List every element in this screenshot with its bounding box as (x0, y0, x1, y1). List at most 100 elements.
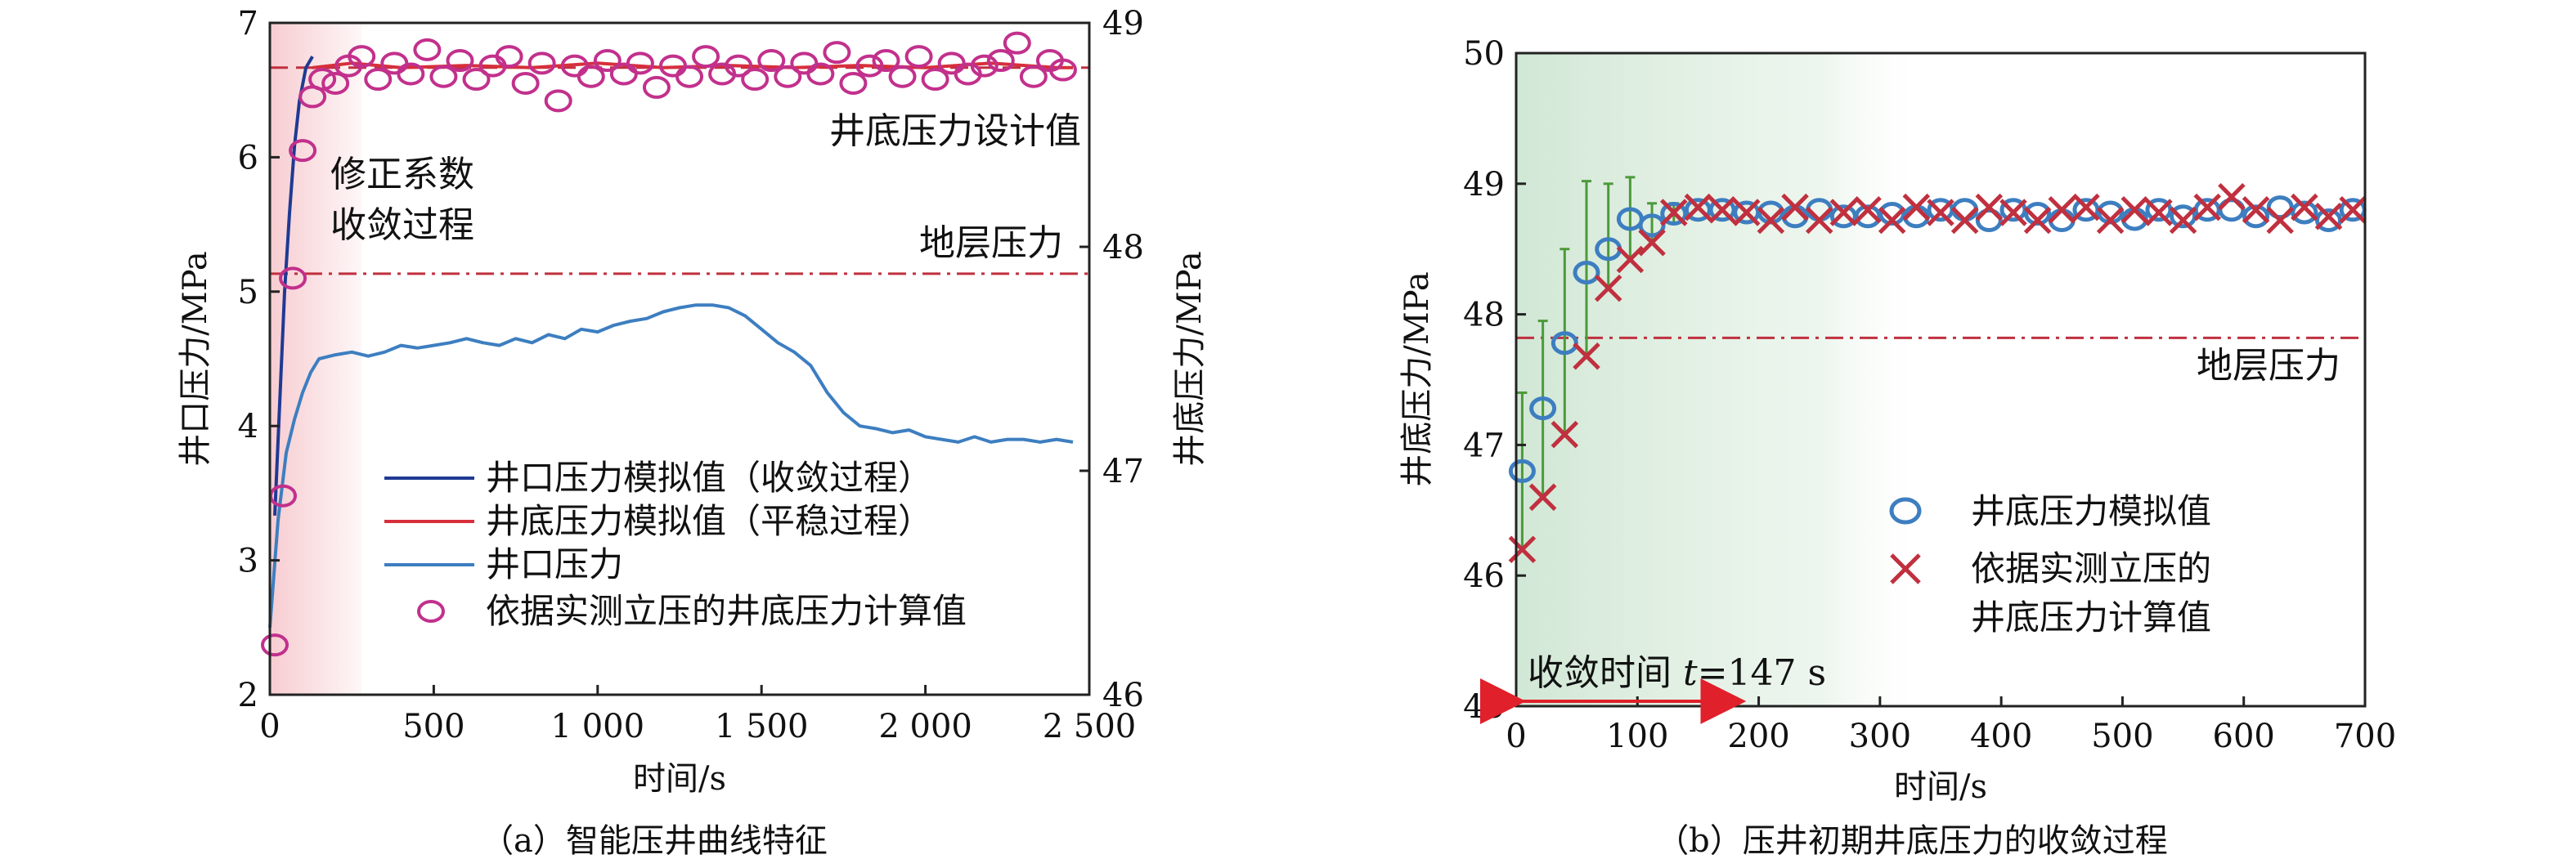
chart-b-y-tick-label: 47 (1463, 427, 1505, 464)
chart-b-y-tick-label: 45 (1463, 688, 1505, 726)
chart-a-series-4-point (397, 62, 425, 86)
chart-b-series-1-point (1573, 260, 1600, 284)
chart-a-series-4-point (774, 65, 802, 88)
chart-a-annotation-convergence-1: 修正系数 (330, 154, 474, 195)
chart-a-series-4-point (675, 65, 704, 88)
chart-a-series-4-point (692, 45, 720, 69)
chart-b-series-1-point (1660, 202, 1688, 226)
chart-b-caption: （b）压井初期井底压力的收敛过程 (1656, 822, 2168, 860)
chart-a-annotation-formation-pressure: 地层压力 (919, 222, 1063, 264)
chart-a-x-tick-label: 0 (259, 708, 280, 745)
legend-a-label-2: 井底压力模拟值（平稳过程） (486, 501, 932, 541)
chart-b-x-tick-label: 100 (1606, 718, 1668, 755)
chart-a-series-4-point (888, 65, 917, 88)
chart-a-y-tick-label-right: 48 (1102, 229, 1144, 266)
chart-b-series-1-point (2170, 204, 2197, 229)
chart-a-series-4-point (839, 71, 868, 95)
chart-a-series-4-point (872, 49, 900, 73)
chart-a-legend: 井口压力模拟值（收敛过程） 井底压力模拟值（平稳过程） 井口压力 依据实测立压的… (384, 458, 967, 631)
chart-a-series-4-point (511, 71, 540, 95)
chart-a-series-4-point (1019, 65, 1048, 88)
chart-b: 0 100 200 300 400 500 600 700 45 46 47 48 49 50 收敛时间… (1398, 35, 2396, 860)
chart-b-series-2-point (1757, 206, 1785, 235)
legend-b-label-1: 井底压力模拟值 (1971, 491, 2211, 531)
chart-b-series-2-point (1528, 483, 1557, 512)
chart-a-series-4-point (380, 51, 409, 75)
legend-a-label-1: 井口压力模拟值（收敛过程） (486, 458, 932, 498)
chart-a-y-tick-label-left: 3 (238, 543, 258, 580)
chart-a-x-tick-label: 2 500 (1043, 708, 1137, 745)
chart-b-series-1-point (1529, 396, 1557, 421)
chart-b-series-2-point (2096, 206, 2125, 235)
legend-b-label-2a: 依据实测立压的 (1971, 548, 2211, 588)
chart-b-series-2-point (1999, 199, 2027, 226)
chart-a-x-tick-label: 1 500 (715, 708, 809, 745)
chart-a-series-4-point (741, 68, 770, 92)
chart-b-series-2-point (1805, 206, 1833, 235)
convergence-time-var: t (1683, 652, 1698, 694)
chart-b-series-1-point (1508, 459, 1536, 483)
chart-b-series-2-point (1616, 245, 1645, 274)
chart-b-series-2-point (1781, 193, 1809, 221)
chart-b-series-2-point (1594, 274, 1622, 302)
chart-b-series-2-point (1551, 420, 1579, 449)
chart-a-series-4-point (1048, 58, 1077, 82)
chart-b-x-tick-label: 400 (1970, 718, 2032, 755)
chart-b-shaded-region (1516, 53, 1929, 706)
chart-b-series-2-point (1975, 193, 2004, 221)
chart-b-series-2-point (2242, 195, 2270, 224)
chart-a-y-tick-label-left: 7 (238, 5, 258, 43)
chart-b-series-2-point (1927, 199, 1954, 226)
chart-b-series-1-point (2291, 200, 2318, 225)
chart-a-series-4-point (527, 51, 556, 75)
chart-b-x-tick-label: 600 (2213, 718, 2275, 755)
chart-a-series-4-point (937, 51, 966, 75)
legend-b-swatch-1 (1889, 497, 1922, 525)
chart-b-series-1-point (2242, 204, 2270, 229)
chart-a-series-4-point (921, 68, 949, 92)
chart-a-series-4-point (970, 54, 999, 78)
chart-b-series-2-point (2120, 195, 2149, 224)
chart-b-series-2-point (1950, 206, 1979, 235)
chart-a-series-4-point (593, 49, 622, 73)
chart-a-ylabel-right: 井底压力/MPa (1171, 251, 1209, 466)
chart-a-series-4-point (855, 54, 884, 78)
chart-a-y-tick-label-right: 49 (1102, 5, 1144, 43)
chart-a-series-4-point (462, 68, 491, 92)
chart-a-series-4-point (725, 54, 753, 78)
chart-b-series-2-point (1508, 535, 1537, 564)
chart-a-series-4-point (642, 75, 671, 99)
chart-a-shaded-region (270, 23, 362, 695)
legend-b-swatch-2 (1890, 553, 1921, 584)
chart-a-series-4-point (289, 139, 317, 163)
chart-a: 0 500 1 000 1 500 2 000 2 500 2 3 4 5 6 7 46 47 48 49… (177, 5, 1209, 860)
chart-b-series-2-point (1660, 199, 1688, 226)
chart-a-x-tick-label: 1 000 (551, 708, 645, 745)
chart-a-xlabel: 时间/s (633, 760, 726, 798)
chart-a-series-4-point (986, 49, 1015, 73)
chart-a-series-4-point (321, 71, 350, 95)
chart-b-series-2-point (1684, 193, 1712, 221)
chart-a-series-4-point (577, 65, 605, 88)
chart-a-series-4-point (279, 266, 307, 290)
chart-b-x-tick-label: 700 (2334, 718, 2396, 755)
chart-b-series-2-point (2048, 195, 2076, 224)
chart-b-ylabel: 井底压力/MPa (1398, 271, 1436, 486)
chart-a-y-tick-label-left: 2 (238, 677, 258, 714)
chart-b-y-tick-label: 48 (1463, 297, 1505, 334)
chart-b-series-2-point (1854, 195, 1882, 224)
chart-a-series-4-point (261, 633, 289, 657)
chart-b-plot-frame (1515, 51, 2367, 708)
chart-b-x-tick-label: 0 (1506, 718, 1526, 755)
chart-a-series-4-point (413, 38, 442, 61)
chart-b-series-2-point (2145, 199, 2173, 226)
chart-a-x-tick-label: 500 (402, 708, 464, 745)
legend-a-swatch-4 (417, 600, 445, 623)
chart-b-annotation-formation-pressure: 地层压力 (2197, 345, 2340, 387)
chart-b-annotation-convergence-time: 收敛时间 t=147 s (1528, 652, 1826, 694)
chart-b-series-2-point (2291, 193, 2318, 221)
chart-b-series-2-point (1902, 193, 1931, 221)
chart-b-y-tick-label: 49 (1463, 166, 1505, 204)
chart-a-series-4-point (348, 45, 376, 69)
